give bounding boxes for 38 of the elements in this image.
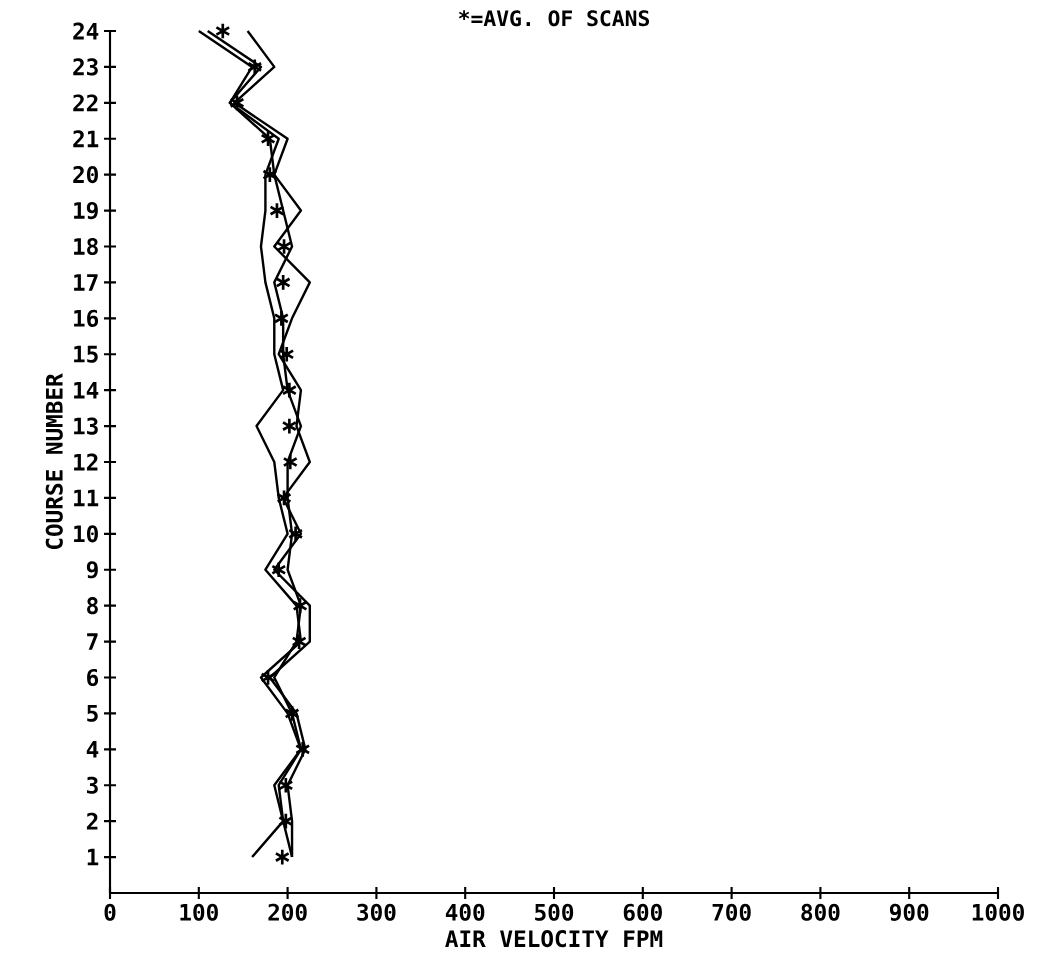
x-axis-title: AIR VELOCITY FPM xyxy=(445,930,663,948)
x-tick-label: 400 xyxy=(445,903,485,921)
y-tick-label: 11 xyxy=(74,489,99,507)
x-tick-label: 1000 xyxy=(972,903,1024,921)
y-tick-label: 6 xyxy=(87,668,99,687)
x-tick-label: 700 xyxy=(712,903,751,921)
y-tick-label: 15 xyxy=(74,345,98,363)
y-axis-title: COURSE NUMBER xyxy=(45,373,63,550)
y-tick-label: 12 xyxy=(74,453,98,471)
y-tick-label: 5 xyxy=(87,704,98,722)
x-tick-label: 500 xyxy=(535,903,574,921)
y-tick-label: 19 xyxy=(74,202,98,220)
x-tick-label: 300 xyxy=(357,903,396,921)
y-tick-label: 14 xyxy=(74,381,99,399)
y-tick-label: 9 xyxy=(86,561,98,579)
y-tick-label: 2 xyxy=(86,812,98,830)
y-tick-label: 3 xyxy=(87,776,98,794)
y-tick-label: 7 xyxy=(87,633,98,650)
y-tick-label: 16 xyxy=(74,309,99,327)
x-tick-label: 200 xyxy=(268,903,307,921)
y-tick-label: 8 xyxy=(87,597,98,615)
y-tick-label: 22 xyxy=(73,94,98,112)
y-tick-label: 17 xyxy=(74,274,98,291)
y-tick-label: 13 xyxy=(74,417,98,435)
x-tick-label: 600 xyxy=(623,903,662,921)
y-tick-label: 24 xyxy=(73,22,99,40)
y-tick-label: 4 xyxy=(86,741,99,758)
y-tick-label: 20 xyxy=(73,166,98,184)
y-tick-label: 1 xyxy=(87,848,99,866)
y-tick-label: 18 xyxy=(74,237,98,256)
chart-title: *=AVG. OF SCANS xyxy=(458,10,650,27)
y-tick-label: 21 xyxy=(73,130,99,148)
x-tick-label: 900 xyxy=(889,903,929,921)
y-tick-label: 23 xyxy=(73,58,98,76)
x-tick-label: 0 xyxy=(104,903,116,921)
x-tick-label: 100 xyxy=(180,903,218,921)
x-tick-label: 800 xyxy=(801,903,840,921)
y-tick-label: 10 xyxy=(74,525,98,543)
